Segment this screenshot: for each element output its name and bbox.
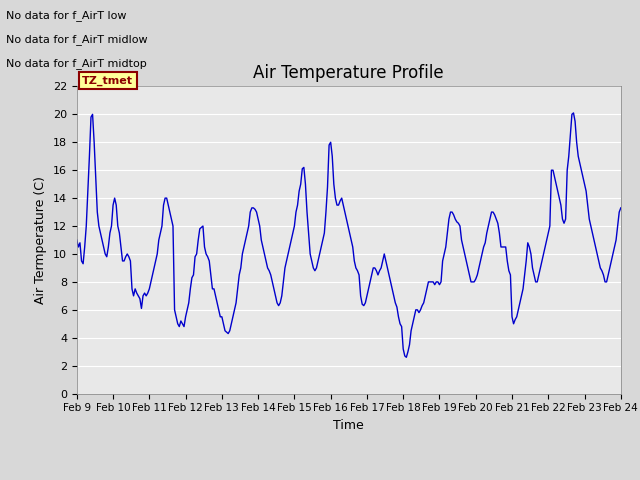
X-axis label: Time: Time <box>333 419 364 432</box>
Y-axis label: Air Termperature (C): Air Termperature (C) <box>35 176 47 304</box>
Text: TZ_tmet: TZ_tmet <box>83 76 133 86</box>
Text: No data for f_AirT low: No data for f_AirT low <box>6 10 127 21</box>
Title: Air Temperature Profile: Air Temperature Profile <box>253 64 444 82</box>
Text: No data for f_AirT midlow: No data for f_AirT midlow <box>6 34 148 45</box>
Text: No data for f_AirT midtop: No data for f_AirT midtop <box>6 58 147 69</box>
